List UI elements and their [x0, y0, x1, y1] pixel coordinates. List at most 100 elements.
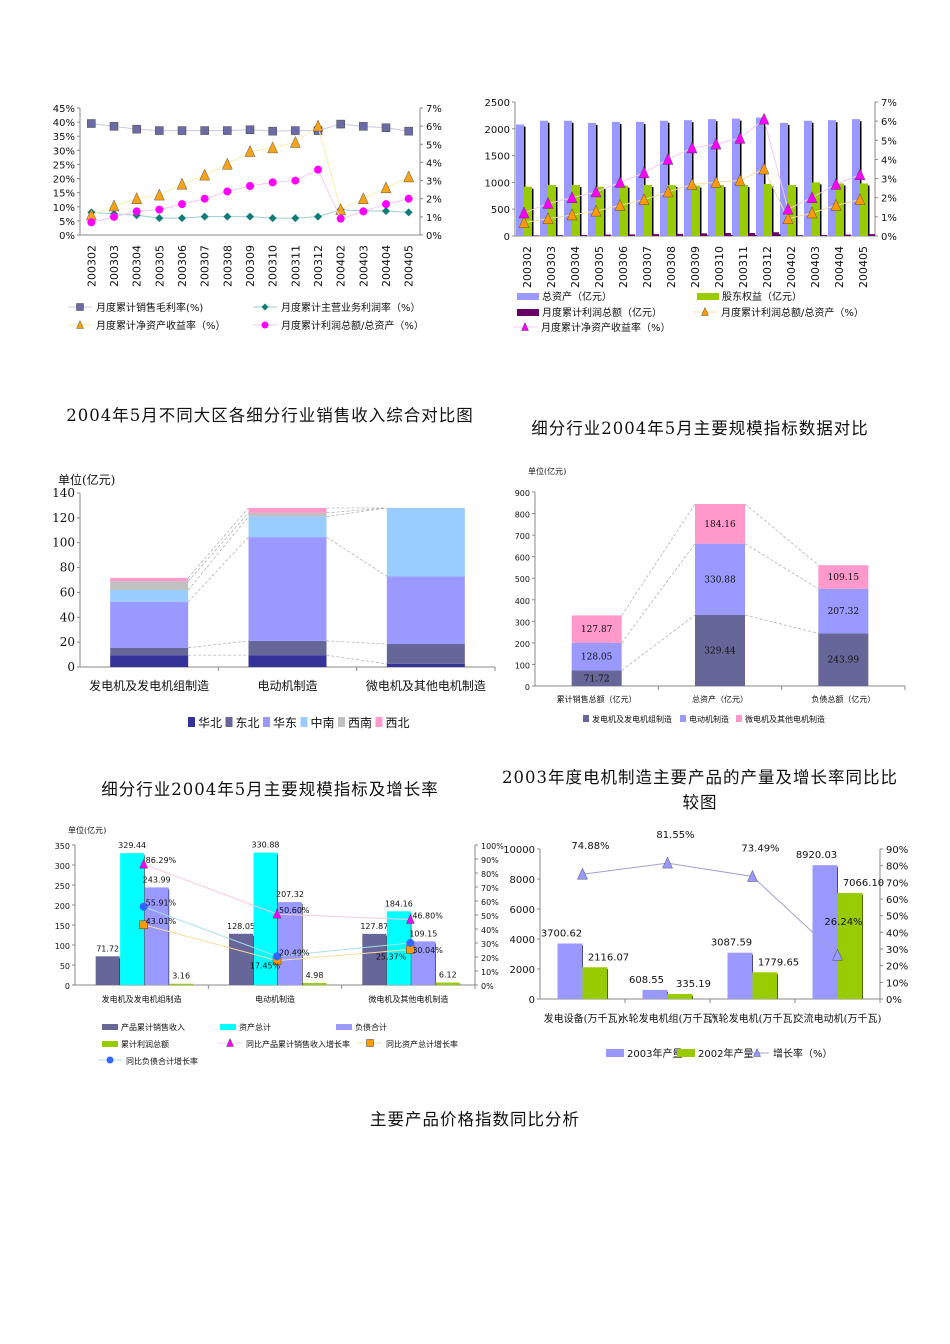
- legend-item: 增长率（%）: [745, 1047, 833, 1060]
- triangle-marker: [358, 192, 369, 204]
- diamond-marker: [291, 214, 300, 223]
- legend-label: 月度累计利润总额/总资产（%）: [721, 306, 864, 319]
- x-tick-label: 200405: [857, 246, 870, 288]
- bar-shadow: [580, 187, 582, 236]
- bar: [302, 983, 327, 985]
- triangle-marker: [832, 948, 843, 961]
- y-tick-label-right: 60%: [481, 898, 499, 907]
- data-label: 7066.10: [843, 878, 884, 889]
- bar: [642, 989, 668, 999]
- legend-swatch: [680, 715, 686, 722]
- stacked-bar-segment: [818, 565, 869, 589]
- bar: [604, 234, 611, 236]
- y-tick-label: 200: [515, 640, 530, 649]
- data-label: 329.44: [704, 646, 736, 656]
- square-marker: [132, 124, 141, 134]
- data-label: 26.24%: [824, 917, 862, 928]
- stacked-bar-segment: [818, 588, 869, 634]
- data-label: 81.55%: [656, 830, 694, 841]
- stacked-bar-segment: [248, 507, 327, 513]
- triangle-marker: [710, 137, 722, 150]
- legend-label: 同比资产总计增长率: [386, 1039, 458, 1049]
- circle-marker: [87, 218, 96, 227]
- legend-item: 月度累计净资产收益率（%）: [513, 321, 671, 334]
- bar: [700, 233, 707, 236]
- y-tick-label: 2000: [510, 965, 535, 976]
- data-label: 128.05: [227, 922, 255, 931]
- bar: [278, 902, 302, 985]
- triangle-marker: [222, 157, 233, 170]
- stacked-bar-segment: [110, 601, 189, 648]
- triangle-marker: [590, 185, 602, 198]
- y-tick-label-right: 90%: [481, 856, 499, 865]
- y-tick-label-right: 7%: [881, 98, 897, 109]
- data-label: 3087.59: [711, 938, 752, 949]
- bar: [844, 234, 851, 236]
- square-marker: [155, 126, 164, 135]
- y-tick-label-right: 7%: [426, 104, 442, 115]
- legend-item: 华东: [263, 716, 297, 730]
- data-label: 86.29%: [146, 856, 177, 865]
- chart-product-output: 0 2000 4000 6000 8000 10000 0% 10% 20% 30% 40% 50% 6…: [503, 830, 908, 1060]
- legend-label: 累计利润总额: [121, 1039, 169, 1049]
- legend-label: 同比产品累计销售收入增长率: [246, 1039, 350, 1049]
- bar: [564, 120, 572, 236]
- x-tick-label: 发电设备(万千瓦): [544, 1012, 622, 1025]
- triangle-marker: [638, 166, 650, 179]
- diamond-marker: [200, 212, 209, 221]
- y-tick-label: 2500: [485, 98, 510, 109]
- y-tick-label-right: 0%: [886, 995, 902, 1006]
- x-tick-label: 200308: [665, 246, 678, 288]
- square-marker: [268, 126, 277, 136]
- y-tick-label: 600: [515, 554, 530, 563]
- y-tick-label-right: 5%: [426, 140, 442, 151]
- y-tick-label-right: 5%: [881, 136, 897, 147]
- y-tick-label: 900: [515, 489, 530, 498]
- bar-shadow: [812, 122, 814, 236]
- bar-shadow: [707, 235, 709, 236]
- triangle-marker: [747, 870, 758, 882]
- bar-shadow: [572, 122, 574, 236]
- legend-item: 华北: [188, 716, 222, 730]
- circle-marker: [132, 207, 141, 216]
- bar-shadow: [556, 187, 558, 236]
- triangle-marker: [590, 204, 602, 217]
- connector-line: [326, 507, 387, 514]
- y-tick-label-right: 80%: [886, 862, 908, 873]
- x-tick-label: 200311: [289, 245, 302, 287]
- stacked-bar-segment: [110, 647, 189, 656]
- stacked-bar-segment: [386, 576, 465, 645]
- x-tick-label: 200306: [176, 245, 189, 287]
- bar: [708, 119, 716, 236]
- legend-swatch: [338, 717, 345, 727]
- x-tick-label: 200304: [569, 246, 582, 288]
- y-tick-label: 120: [52, 511, 75, 525]
- diamond-marker: [155, 214, 164, 223]
- legend-swatch: [583, 715, 589, 722]
- bar: [636, 121, 644, 236]
- triangle-marker: [312, 119, 324, 132]
- y-tick-label-right: 50%: [886, 912, 908, 923]
- legend-item: 微电机及其他电机制造: [736, 714, 825, 724]
- y-tick-label: 700: [515, 532, 530, 541]
- x-tick-label: 200405: [403, 245, 416, 287]
- y-tick-label: 45%: [53, 104, 75, 115]
- stacked-bar-segment: [248, 537, 327, 641]
- legend-item: 月度累计利润总额（亿元）: [517, 306, 662, 319]
- legend-swatch: [336, 1024, 352, 1030]
- diamond-marker: [268, 214, 277, 223]
- connector-line: [326, 640, 387, 645]
- x-tick-label: 200306: [617, 246, 630, 288]
- data-label: 184.16: [385, 899, 413, 908]
- bar-shadow: [844, 185, 846, 236]
- bar: [727, 952, 753, 999]
- bar-shadow: [644, 123, 646, 236]
- bar: [540, 120, 548, 236]
- circle-marker: [155, 205, 164, 214]
- data-label: 30.04%: [412, 946, 443, 955]
- legend-swatch: [677, 1049, 695, 1057]
- legend-label: 华北: [198, 716, 222, 730]
- triangle-marker: [758, 162, 770, 175]
- bar: [780, 122, 788, 236]
- square-marker: [291, 126, 300, 135]
